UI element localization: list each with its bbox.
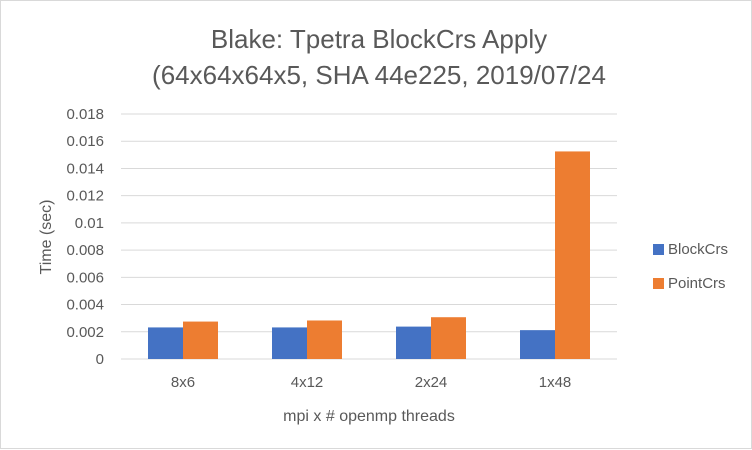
bar-blockcrs-8x6 xyxy=(148,327,183,359)
bar-pointcrs-2x24 xyxy=(431,317,466,359)
bar-pointcrs-4x12 xyxy=(307,320,342,359)
y-tick-label: 0.016 xyxy=(66,133,104,150)
bar-pointcrs-8x6 xyxy=(183,321,218,359)
x-tick-label: 4x12 xyxy=(291,374,324,391)
chart-title-line-1: Blake: Tpetra BlockCrs Apply xyxy=(211,24,547,54)
legend: BlockCrs PointCrs xyxy=(653,241,728,292)
y-tick-label: 0.006 xyxy=(66,269,104,286)
chart-title-line-2: (64x64x64x5, SHA 44e225, 2019/07/24 xyxy=(152,60,606,90)
legend-label-blockcrs: BlockCrs xyxy=(668,241,728,258)
x-tick-labels: 8x6 4x12 2x24 1x48 xyxy=(171,374,571,391)
bar-pointcrs-1x48 xyxy=(555,151,590,359)
y-tick-labels: 0 0.002 0.004 0.006 0.008 0.01 0.012 0.014 0.016… xyxy=(66,106,104,368)
x-axis-title: mpi x # openmp threads xyxy=(283,408,455,425)
legend-label-pointcrs: PointCrs xyxy=(668,275,726,292)
x-tick-label: 2x24 xyxy=(415,374,448,391)
x-tick-label: 8x6 xyxy=(171,374,195,391)
x-tick-label: 1x48 xyxy=(539,374,572,391)
y-tick-label: 0 xyxy=(96,351,104,368)
bar-blockcrs-1x48 xyxy=(520,330,555,359)
bar-blockcrs-4x12 xyxy=(272,327,307,359)
legend-swatch-pointcrs xyxy=(653,278,664,289)
legend-swatch-blockcrs xyxy=(653,244,664,255)
y-tick-label: 0.004 xyxy=(66,297,104,314)
y-tick-label: 0.018 xyxy=(66,106,104,123)
y-tick-label: 0.01 xyxy=(75,215,104,232)
bar-blockcrs-2x24 xyxy=(396,326,431,359)
y-tick-label: 0.002 xyxy=(66,324,104,341)
y-tick-label: 0.014 xyxy=(66,160,104,177)
y-tick-label: 0.012 xyxy=(66,188,104,205)
y-tick-label: 0.008 xyxy=(66,242,104,259)
bars xyxy=(148,151,590,359)
y-axis-title: Time (sec) xyxy=(38,200,55,275)
